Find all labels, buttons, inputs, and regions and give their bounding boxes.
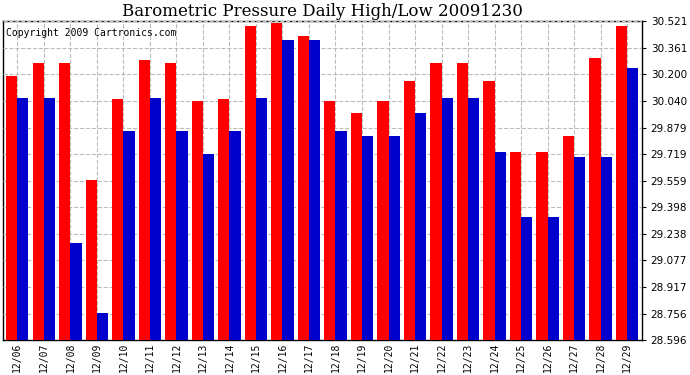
Bar (574, 157, 585, 340)
Bar (324, 101, 335, 340)
Bar (351, 112, 362, 340)
Bar (616, 27, 627, 340)
Bar (431, 63, 442, 340)
Bar (44, 98, 55, 340)
Bar (6, 76, 17, 340)
Bar (377, 101, 388, 340)
Bar (362, 136, 373, 340)
Bar (70, 243, 81, 340)
Bar (139, 60, 150, 340)
Bar (521, 217, 532, 340)
Bar (271, 23, 282, 340)
Bar (17, 98, 28, 340)
Bar (335, 131, 346, 340)
Bar (600, 157, 612, 340)
Bar (589, 58, 600, 340)
Bar (203, 154, 214, 340)
Title: Barometric Pressure Daily High/Low 20091230: Barometric Pressure Daily High/Low 20091… (122, 3, 522, 20)
Bar (256, 98, 267, 340)
Bar (415, 112, 426, 340)
Bar (298, 36, 309, 340)
Text: Copyright 2009 Cartronics.com: Copyright 2009 Cartronics.com (6, 28, 177, 38)
Bar (495, 152, 506, 340)
Bar (468, 98, 479, 340)
Bar (97, 313, 108, 340)
Bar (388, 136, 400, 340)
Bar (627, 68, 638, 340)
Bar (484, 81, 495, 340)
Bar (309, 40, 320, 340)
Bar (112, 99, 124, 340)
Bar (192, 101, 203, 340)
Bar (32, 63, 44, 340)
Bar (218, 99, 230, 340)
Bar (166, 63, 177, 340)
Bar (510, 152, 521, 340)
Bar (245, 27, 256, 340)
Bar (548, 217, 559, 340)
Bar (442, 98, 453, 340)
Bar (124, 131, 135, 340)
Bar (536, 152, 548, 340)
Bar (404, 81, 415, 340)
Bar (282, 40, 294, 340)
Bar (563, 136, 574, 340)
Bar (457, 63, 468, 340)
Bar (86, 180, 97, 340)
Bar (230, 131, 241, 340)
Bar (177, 131, 188, 340)
Bar (59, 63, 70, 340)
Bar (150, 98, 161, 340)
